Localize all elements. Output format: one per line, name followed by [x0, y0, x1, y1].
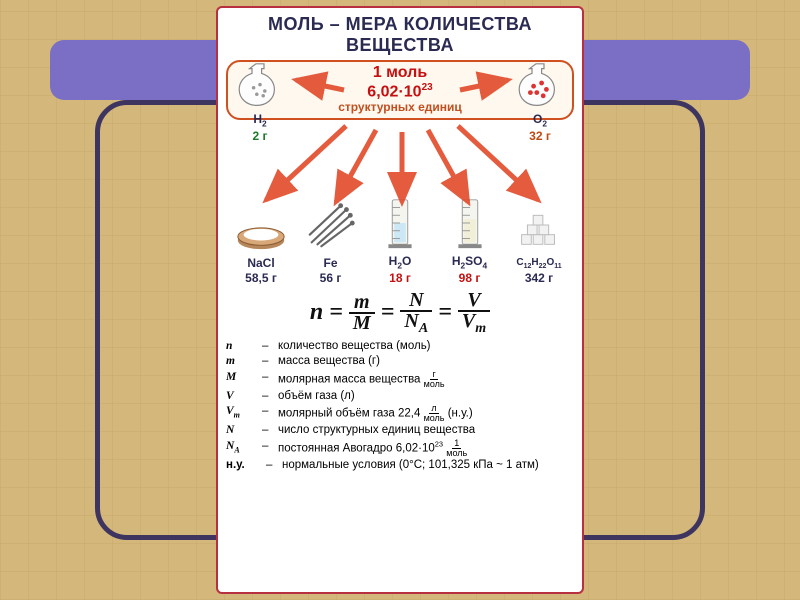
legend-row: Vm–молярный объём газа 22,4 лмоль (н.у.) [226, 404, 574, 423]
legend-row: N–число структурных единиц вещества [226, 423, 574, 439]
legend-row: M–молярная масса вещества гмоль [226, 370, 574, 389]
item-fe: Fe 56 г [298, 196, 364, 284]
main-formula: n = mM = NNA = VVm [310, 291, 490, 335]
legend-row: н.у.–нормальные условия (0°С; 101,325 кП… [226, 458, 574, 474]
poster-title: МОЛЬ – МЕРА КОЛИЧЕСТВА ВЕЩЕСТВА [226, 14, 574, 56]
legend-row: n–количество вещества (моль) [226, 339, 574, 355]
flask-icon [516, 56, 564, 110]
item-sugar: C12H22O11 342 г [506, 196, 572, 285]
item-nacl: NaCl 58,5 г [228, 196, 294, 284]
flask-h2: H2 2 г [234, 56, 286, 143]
legend-row: V–объём газа (л) [226, 389, 574, 405]
flasks-row: H2 2 г O2 32 г [226, 120, 574, 208]
flask-o2: O2 32 г [514, 56, 566, 143]
flask-icon [236, 56, 284, 110]
mass-h2: 2 г [234, 129, 286, 143]
legend: n–количество вещества (моль)m–масса веще… [226, 339, 574, 474]
mass-o2: 32 г [514, 129, 566, 143]
legend-row: m–масса вещества (г) [226, 354, 574, 370]
legend-row: NA–постоянная Авогадро 6,02·1023 1моль [226, 439, 574, 458]
chemistry-poster: МОЛЬ – МЕРА КОЛИЧЕСТВА ВЕЩЕСТВА 1 моль 6… [216, 6, 584, 594]
